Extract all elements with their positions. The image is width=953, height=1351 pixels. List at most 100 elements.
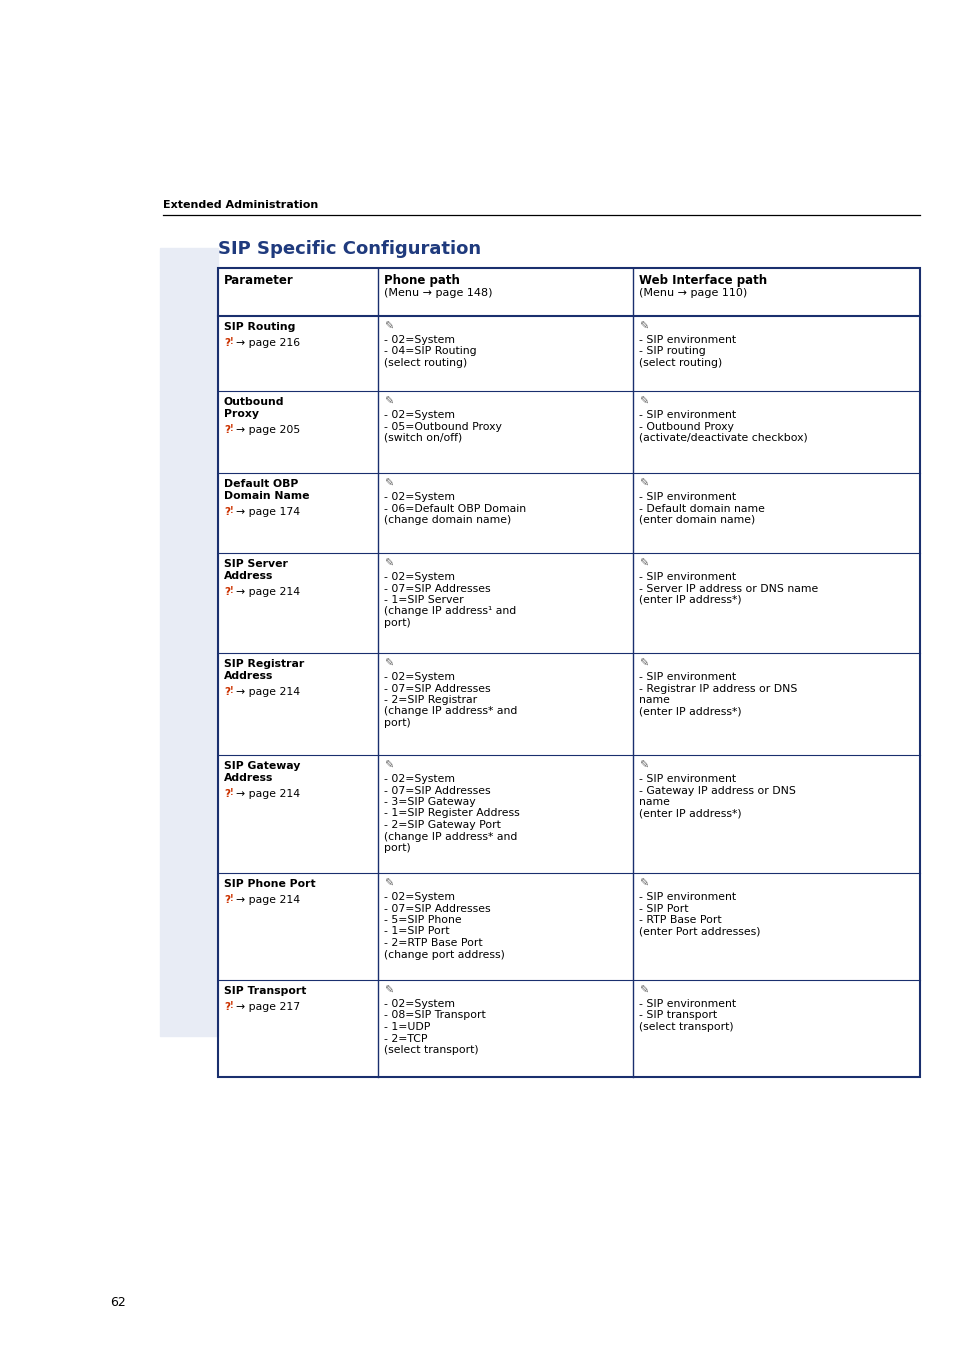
- Text: ✎: ✎: [639, 559, 648, 569]
- Text: (select transport): (select transport): [639, 1021, 733, 1032]
- Text: !: !: [230, 1001, 233, 1011]
- Text: ✎: ✎: [639, 986, 648, 996]
- Text: - 2=RTP Base Port: - 2=RTP Base Port: [384, 938, 482, 948]
- Text: → page 216: → page 216: [235, 338, 300, 349]
- Text: (enter IP address*): (enter IP address*): [639, 594, 740, 605]
- Text: - 04=SIP Routing: - 04=SIP Routing: [384, 346, 476, 357]
- Text: Parameter: Parameter: [224, 274, 294, 286]
- Text: ?: ?: [224, 789, 230, 798]
- Text: ✎: ✎: [384, 322, 393, 332]
- Text: Domain Name: Domain Name: [224, 490, 309, 501]
- Text: name: name: [639, 694, 669, 705]
- Text: ✎: ✎: [639, 761, 648, 771]
- Text: - Registrar IP address or DNS: - Registrar IP address or DNS: [639, 684, 797, 693]
- Text: - 02=System: - 02=System: [384, 571, 455, 582]
- Text: (change domain name): (change domain name): [384, 515, 511, 526]
- Text: - 02=System: - 02=System: [384, 998, 455, 1009]
- Text: name: name: [639, 797, 669, 807]
- Text: → page 174: → page 174: [235, 507, 300, 517]
- Text: Proxy: Proxy: [224, 409, 258, 419]
- Text: (Menu → page 110): (Menu → page 110): [639, 288, 746, 299]
- Text: - Gateway IP address or DNS: - Gateway IP address or DNS: [639, 785, 795, 796]
- Text: !: !: [230, 894, 233, 902]
- Text: ?: ?: [224, 426, 230, 435]
- Text: !: !: [230, 507, 233, 515]
- Text: - 08=SIP Transport: - 08=SIP Transport: [384, 1011, 485, 1020]
- Text: ?: ?: [224, 338, 230, 349]
- Text: ✎: ✎: [384, 559, 393, 569]
- Text: port): port): [384, 717, 411, 728]
- Text: - SIP environment: - SIP environment: [639, 409, 736, 420]
- Text: - 02=System: - 02=System: [384, 892, 455, 902]
- Text: → page 214: → page 214: [235, 894, 300, 905]
- Text: Address: Address: [224, 671, 274, 681]
- Text: - Default domain name: - Default domain name: [639, 504, 764, 513]
- Text: - 2=SIP Gateway Port: - 2=SIP Gateway Port: [384, 820, 500, 830]
- Text: SIP Transport: SIP Transport: [224, 986, 306, 996]
- Text: ✎: ✎: [639, 659, 648, 669]
- Text: (change port address): (change port address): [384, 950, 504, 959]
- Text: Extended Administration: Extended Administration: [163, 200, 318, 209]
- Text: (Menu → page 148): (Menu → page 148): [384, 288, 492, 299]
- Text: - 06=Default OBP Domain: - 06=Default OBP Domain: [384, 504, 525, 513]
- Text: ✎: ✎: [639, 397, 648, 407]
- Bar: [160, 249, 218, 1036]
- Text: SIP Phone Port: SIP Phone Port: [224, 880, 315, 889]
- Text: SIP Specific Configuration: SIP Specific Configuration: [218, 240, 480, 258]
- Text: Default OBP: Default OBP: [224, 480, 298, 489]
- Text: (change IP address¹ and: (change IP address¹ and: [384, 607, 516, 616]
- Text: !: !: [230, 424, 233, 434]
- Text: (select transport): (select transport): [384, 1046, 478, 1055]
- Text: !: !: [230, 788, 233, 797]
- Text: ✎: ✎: [639, 322, 648, 332]
- Text: - 07=SIP Addresses: - 07=SIP Addresses: [384, 584, 490, 593]
- Text: ?: ?: [224, 507, 230, 517]
- Text: - 1=UDP: - 1=UDP: [384, 1021, 430, 1032]
- Text: port): port): [384, 617, 411, 628]
- Text: - 02=System: - 02=System: [384, 409, 455, 420]
- Text: - 3=SIP Gateway: - 3=SIP Gateway: [384, 797, 476, 807]
- Text: ✎: ✎: [384, 761, 393, 771]
- Text: ✎: ✎: [384, 659, 393, 669]
- Text: → page 217: → page 217: [235, 1002, 300, 1012]
- Text: - SIP environment: - SIP environment: [639, 335, 736, 345]
- Text: → page 214: → page 214: [235, 688, 300, 697]
- Text: - 02=System: - 02=System: [384, 492, 455, 503]
- Text: - 07=SIP Addresses: - 07=SIP Addresses: [384, 785, 490, 796]
- Text: (enter domain name): (enter domain name): [639, 515, 755, 526]
- Text: - SIP environment: - SIP environment: [639, 571, 736, 582]
- Text: - 1=SIP Register Address: - 1=SIP Register Address: [384, 808, 519, 819]
- Text: (select routing): (select routing): [384, 358, 467, 367]
- Text: - 02=System: - 02=System: [384, 671, 455, 682]
- Text: - Outbound Proxy: - Outbound Proxy: [639, 422, 733, 431]
- Text: - SIP routing: - SIP routing: [639, 346, 705, 357]
- Text: Address: Address: [224, 571, 274, 581]
- Text: ✎: ✎: [384, 480, 393, 489]
- Text: Web Interface path: Web Interface path: [639, 274, 766, 286]
- Text: → page 205: → page 205: [235, 426, 300, 435]
- Text: 62: 62: [110, 1296, 126, 1309]
- Text: ✎: ✎: [639, 880, 648, 889]
- Text: Address: Address: [224, 773, 274, 784]
- Text: - 07=SIP Addresses: - 07=SIP Addresses: [384, 904, 490, 913]
- Text: - 2=SIP Registrar: - 2=SIP Registrar: [384, 694, 476, 705]
- Text: - 1=SIP Port: - 1=SIP Port: [384, 927, 449, 936]
- Text: - SIP environment: - SIP environment: [639, 774, 736, 784]
- Text: (enter IP address*): (enter IP address*): [639, 808, 740, 819]
- Text: - 5=SIP Phone: - 5=SIP Phone: [384, 915, 461, 925]
- Text: (enter IP address*): (enter IP address*): [639, 707, 740, 716]
- Text: (select routing): (select routing): [639, 358, 721, 367]
- Text: - 07=SIP Addresses: - 07=SIP Addresses: [384, 684, 490, 693]
- Text: - SIP Port: - SIP Port: [639, 904, 688, 913]
- Text: → page 214: → page 214: [235, 586, 300, 597]
- Text: ✎: ✎: [639, 480, 648, 489]
- Text: !: !: [230, 336, 233, 346]
- Text: - 05=Outbound Proxy: - 05=Outbound Proxy: [384, 422, 501, 431]
- Text: ?: ?: [224, 586, 230, 597]
- Text: SIP Server: SIP Server: [224, 559, 288, 569]
- Text: Outbound: Outbound: [224, 397, 284, 407]
- Text: SIP Registrar: SIP Registrar: [224, 659, 304, 669]
- Text: - SIP environment: - SIP environment: [639, 671, 736, 682]
- Text: - SIP environment: - SIP environment: [639, 492, 736, 503]
- Text: SIP Gateway: SIP Gateway: [224, 761, 300, 771]
